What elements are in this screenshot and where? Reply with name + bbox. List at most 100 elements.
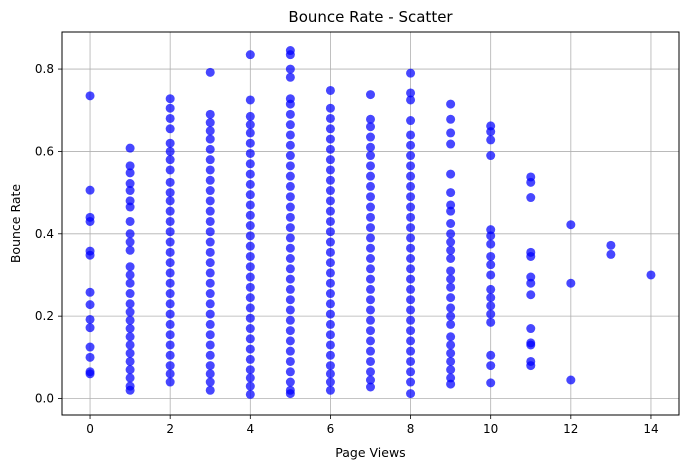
data-point bbox=[165, 289, 175, 299]
data-point bbox=[526, 290, 536, 300]
data-point bbox=[406, 212, 416, 222]
data-point bbox=[205, 186, 215, 196]
data-point bbox=[446, 200, 456, 210]
data-point bbox=[406, 88, 416, 98]
plot-frame bbox=[61, 31, 680, 416]
data-point bbox=[205, 258, 215, 268]
data-point bbox=[486, 270, 496, 280]
data-point bbox=[125, 161, 135, 171]
data-point bbox=[285, 264, 295, 274]
data-point bbox=[406, 130, 416, 140]
x-tick-label: 10 bbox=[483, 422, 498, 436]
data-point bbox=[165, 216, 175, 226]
data-point bbox=[406, 367, 416, 377]
data-point bbox=[125, 270, 135, 280]
data-point bbox=[406, 116, 416, 126]
data-point bbox=[366, 375, 375, 385]
data-point bbox=[165, 124, 175, 134]
data-point bbox=[406, 264, 416, 274]
data-point bbox=[125, 356, 135, 366]
data-point bbox=[325, 309, 335, 319]
data-point bbox=[285, 274, 295, 284]
data-point bbox=[205, 385, 215, 395]
data-point bbox=[205, 165, 215, 175]
data-point bbox=[285, 161, 295, 171]
data-point bbox=[486, 231, 496, 241]
data-point bbox=[245, 373, 255, 383]
data-point bbox=[446, 274, 456, 284]
x-tick-label: 12 bbox=[563, 422, 578, 436]
data-point bbox=[165, 146, 175, 156]
data-point bbox=[285, 212, 295, 222]
data-point bbox=[366, 243, 375, 253]
data-point bbox=[125, 332, 135, 342]
data-point bbox=[325, 206, 335, 216]
data-point bbox=[646, 270, 656, 280]
data-point bbox=[366, 254, 375, 264]
y-tick-label: 0.0 bbox=[35, 392, 54, 406]
data-point bbox=[526, 340, 536, 350]
data-point bbox=[406, 295, 416, 305]
data-point bbox=[165, 227, 175, 237]
data-point bbox=[486, 260, 496, 270]
data-point bbox=[285, 389, 295, 399]
data-point bbox=[245, 190, 255, 200]
data-point bbox=[406, 336, 416, 346]
data-point bbox=[245, 120, 255, 130]
data-point bbox=[325, 377, 335, 387]
data-point bbox=[566, 220, 576, 230]
data-point bbox=[406, 243, 416, 253]
data-point bbox=[446, 245, 456, 255]
data-point bbox=[165, 268, 175, 278]
data-point bbox=[165, 206, 175, 216]
data-point bbox=[486, 361, 496, 371]
x-tick-label: 6 bbox=[327, 422, 335, 436]
data-point bbox=[325, 216, 335, 226]
data-point bbox=[406, 181, 416, 191]
data-point bbox=[245, 293, 255, 303]
data-point bbox=[165, 94, 175, 104]
data-point bbox=[446, 332, 456, 342]
data-point bbox=[366, 315, 375, 325]
data-point bbox=[446, 282, 456, 292]
data-point bbox=[526, 324, 536, 334]
data-point bbox=[486, 151, 496, 161]
data-point bbox=[85, 352, 95, 362]
x-tick-label: 0 bbox=[86, 422, 94, 436]
data-point bbox=[285, 284, 295, 294]
data-point bbox=[446, 99, 456, 109]
data-point bbox=[285, 254, 295, 264]
data-point bbox=[325, 165, 335, 175]
data-point bbox=[446, 311, 456, 321]
data-point bbox=[406, 315, 416, 325]
data-point bbox=[325, 385, 335, 395]
data-point bbox=[245, 324, 255, 334]
data-point bbox=[125, 385, 135, 395]
data-point bbox=[446, 293, 456, 303]
data-point bbox=[366, 212, 375, 222]
data-point bbox=[446, 266, 456, 276]
scatter-points bbox=[85, 46, 656, 399]
data-point bbox=[566, 375, 576, 385]
data-point bbox=[406, 95, 416, 105]
data-point bbox=[245, 241, 255, 251]
data-point bbox=[285, 72, 295, 82]
y-tick-label: 0.8 bbox=[35, 62, 54, 76]
data-point bbox=[205, 175, 215, 185]
data-point bbox=[245, 272, 255, 282]
data-point bbox=[366, 122, 375, 132]
data-point bbox=[366, 223, 375, 233]
data-point bbox=[526, 193, 536, 203]
data-point bbox=[366, 233, 375, 243]
data-point bbox=[366, 274, 375, 284]
data-point bbox=[486, 350, 496, 360]
data-point bbox=[245, 365, 255, 375]
data-point bbox=[366, 114, 375, 124]
data-point bbox=[205, 144, 215, 154]
data-point bbox=[205, 196, 215, 206]
data-point bbox=[486, 135, 496, 145]
data-point bbox=[245, 95, 255, 105]
data-point bbox=[205, 206, 215, 216]
data-point bbox=[366, 264, 375, 274]
